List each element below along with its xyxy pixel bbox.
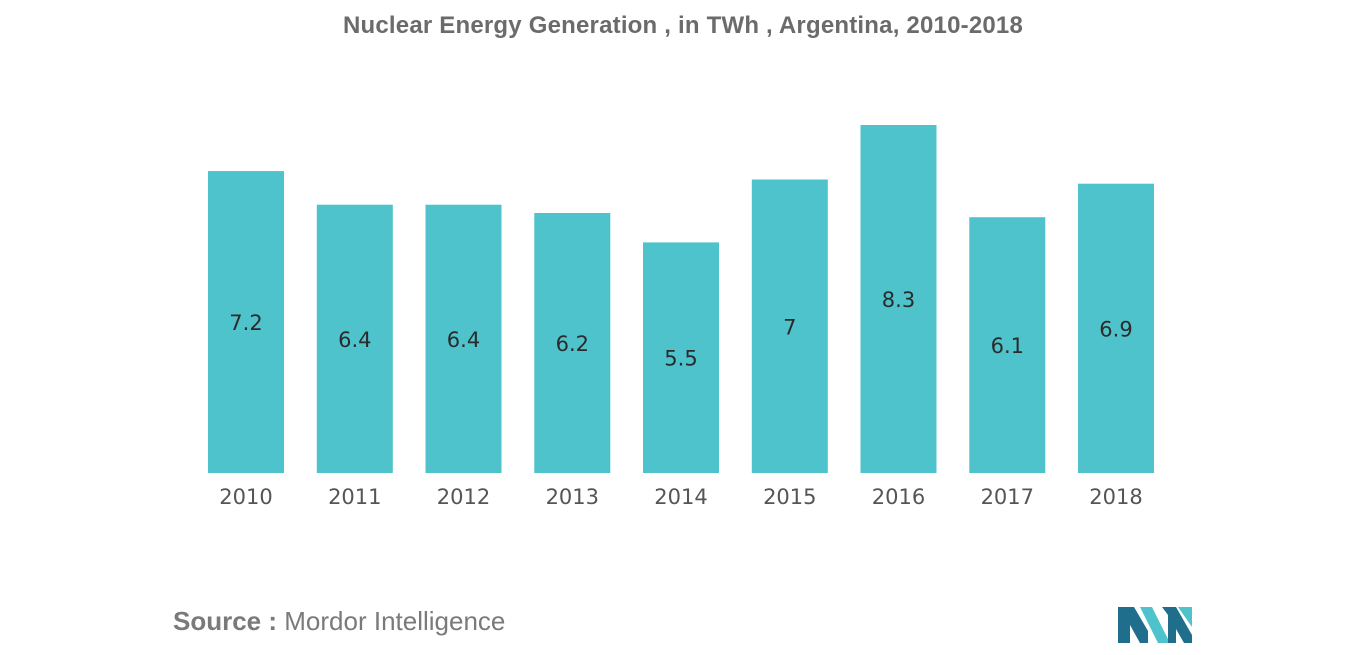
bar-value-label-2010: 7.2 [229, 311, 262, 335]
source-credit: Source : Mordor Intelligence [173, 606, 505, 637]
mordor-logo-icon [1118, 607, 1192, 643]
x-tick-label-2011: 2011 [328, 485, 381, 509]
chart-title: Nuclear Energy Generation , in TWh , Arg… [342, 12, 1024, 39]
bar-2013 [534, 213, 611, 473]
bar-2010 [208, 171, 284, 473]
bar-value-label-2012: 6.4 [447, 328, 480, 352]
bar-2012 [425, 204, 502, 473]
x-tick-label-2015: 2015 [763, 485, 816, 509]
bar-2017 [969, 217, 1046, 473]
logo-shape-right [1162, 607, 1192, 643]
bar-value-label-2018: 6.9 [1099, 317, 1132, 341]
source-value: Mordor Intelligence [284, 606, 506, 636]
bar-value-label-2013: 6.2 [556, 332, 589, 356]
bar-2016 [860, 125, 937, 473]
bar-value-label-2016: 8.3 [882, 288, 915, 312]
logo-shape-right-light [1178, 607, 1192, 627]
bar-2014 [643, 242, 719, 473]
bar-2011 [316, 204, 393, 473]
x-tick-label-2010: 2010 [219, 485, 272, 509]
logo-shape-mid [1140, 607, 1170, 643]
x-tick-label-2018: 2018 [1089, 485, 1142, 509]
x-tick-label-2017: 2017 [981, 485, 1034, 509]
x-tick-label-2012: 2012 [437, 485, 490, 509]
bar-value-label-2017: 6.1 [991, 334, 1024, 358]
bar-value-label-2011: 6.4 [338, 328, 371, 352]
logo-shape-left [1118, 607, 1148, 643]
bar-value-label-2014: 5.5 [664, 347, 697, 371]
x-tick-label-2014: 2014 [654, 485, 707, 509]
source-label: Source : [173, 606, 278, 636]
bar-value-label-2015: 7 [783, 315, 796, 339]
x-tick-label-2013: 2013 [546, 485, 599, 509]
bar-2015 [751, 179, 828, 473]
x-tick-label-2016: 2016 [872, 485, 925, 509]
bar-2018 [1078, 183, 1154, 473]
